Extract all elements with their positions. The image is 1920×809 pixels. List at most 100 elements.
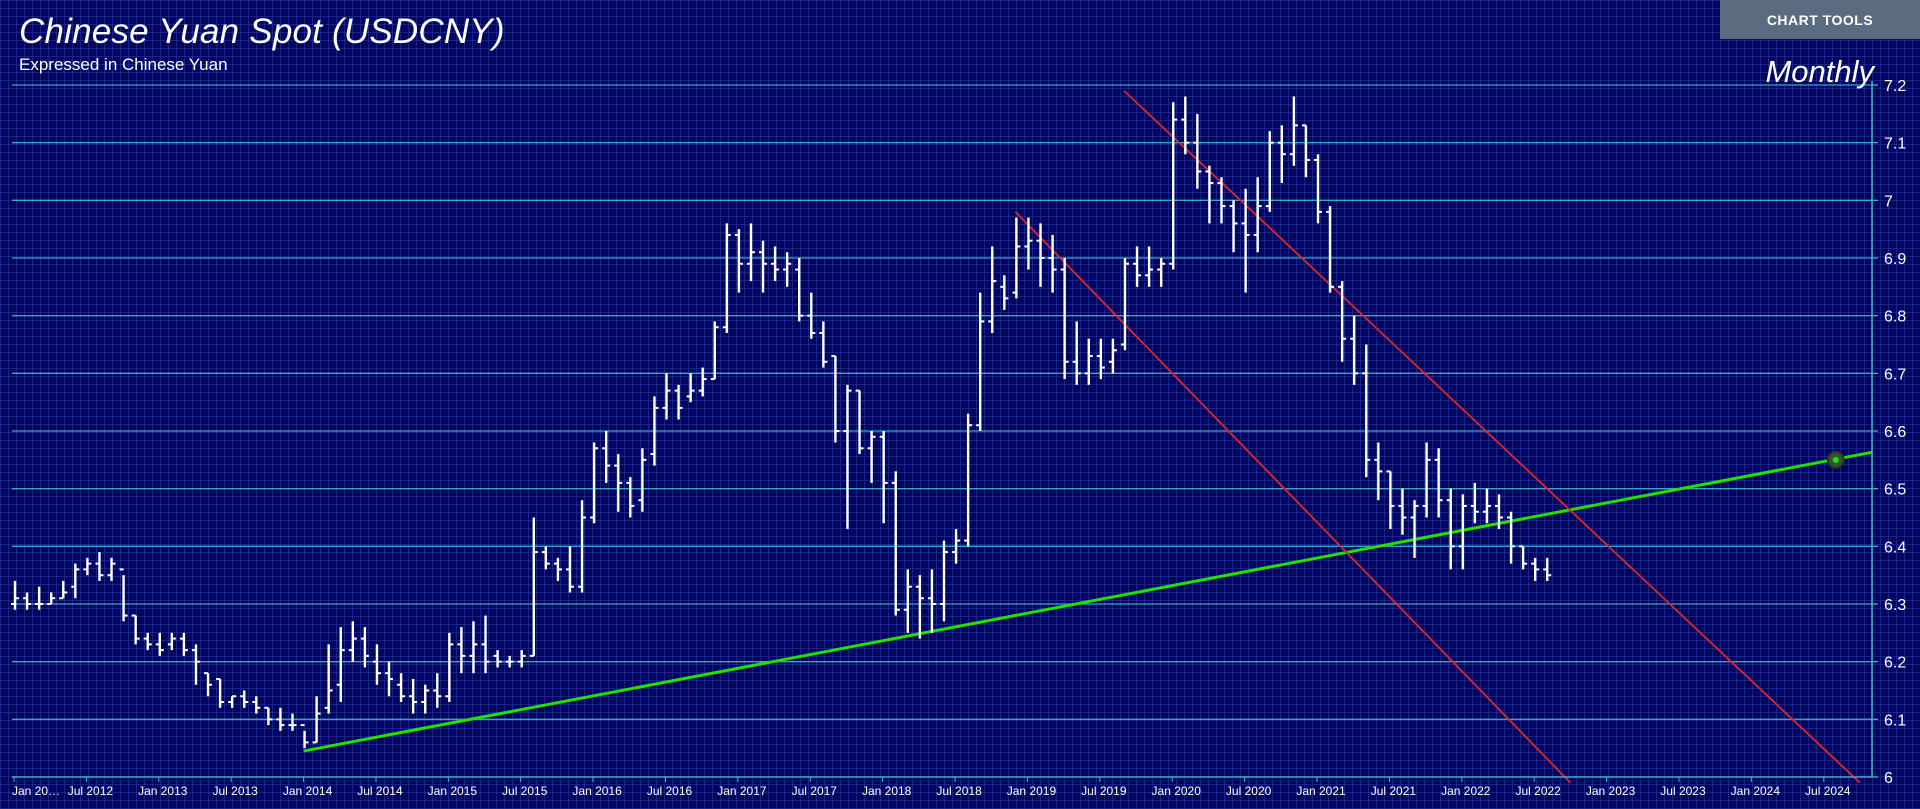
- ohlc-bar: [1217, 177, 1226, 224]
- ohlc-bar: [71, 563, 80, 599]
- ohlc-bar: [1398, 488, 1407, 535]
- x-tick-label: Jan 2014: [283, 784, 333, 798]
- ohlc-bar: [614, 454, 623, 512]
- ohlc-bar: [1494, 494, 1503, 530]
- ohlc-bar: [95, 552, 104, 581]
- x-tick-label: Jan 2022: [1441, 784, 1491, 798]
- trendline-handle-dot: [1832, 456, 1839, 463]
- ohlc-bar: [11, 580, 19, 610]
- ohlc-bar: [324, 644, 333, 714]
- ohlc-bar: [481, 615, 490, 674]
- ohlc-bar: [1145, 246, 1154, 287]
- ohlc-bar: [843, 384, 852, 530]
- ohlc-bar: [1543, 557, 1552, 581]
- ohlc-bar: [650, 396, 659, 466]
- ohlc-bar: [771, 246, 780, 282]
- x-tick-label: Jan 2015: [428, 784, 478, 798]
- ohlc-bar: [1482, 488, 1491, 524]
- x-tick-label: Jul 2018: [936, 784, 982, 798]
- ohlc-bar: [541, 546, 550, 570]
- ohlc-bar: [662, 373, 671, 420]
- ohlc-bar: [119, 568, 128, 622]
- y-tick-label: 7.1: [1884, 136, 1906, 153]
- ohlc-bar: [360, 627, 369, 668]
- chart-tools-button[interactable]: CHART TOOLS: [1720, 0, 1920, 39]
- x-tick-label: Jan 20…: [12, 784, 60, 798]
- ohlc-bar: [276, 707, 285, 731]
- ohlc-bar: [807, 292, 816, 339]
- ohlc-bar: [47, 592, 56, 605]
- ohlc-bar: [1048, 234, 1057, 293]
- y-tick-label: 6: [1884, 770, 1893, 787]
- ohlc-bar: [795, 258, 804, 322]
- ohlc-bar: [1036, 223, 1045, 287]
- ohlc-bar: [35, 586, 44, 610]
- ohlc-bar: [204, 672, 213, 697]
- ohlc-bar: [179, 632, 188, 656]
- x-tick-label: Jul 2016: [647, 784, 693, 798]
- ohlc-bar: [1470, 482, 1479, 524]
- chart-subtitle: Expressed in Chinese Yuan: [19, 55, 228, 74]
- ohlc-bar: [1507, 511, 1516, 564]
- ohlc-bar: [1350, 315, 1359, 385]
- x-tick-label: Jul 2013: [212, 784, 258, 798]
- x-tick-label: Jul 2015: [502, 784, 548, 798]
- ohlc-bar: [505, 655, 514, 668]
- ohlc-bar: [746, 223, 755, 282]
- ohlc-bar: [131, 614, 140, 645]
- y-tick-label: 6.5: [1884, 482, 1906, 499]
- x-tick-label: Jan 2024: [1731, 784, 1781, 798]
- ohlc-bar: [759, 240, 768, 293]
- trendlines: [303, 90, 1873, 784]
- chart-marker: [1826, 450, 1845, 469]
- ohlc-bar: [1193, 113, 1202, 189]
- x-tick-label: Jan 2020: [1152, 784, 1202, 798]
- y-tick-label: 6.2: [1884, 655, 1906, 672]
- ohlc-bar: [1000, 275, 1009, 310]
- x-tick-label: Jul 2020: [1226, 784, 1272, 798]
- gridlines: [12, 84, 1872, 778]
- ohlc-bar: [1157, 258, 1166, 287]
- ohlc-bar: [240, 690, 249, 708]
- x-tick-label: Jan 2018: [862, 784, 912, 798]
- ohlc-bar: [23, 592, 32, 610]
- ohlc-bar: [1326, 206, 1335, 293]
- x-tick-label: Jan 2017: [717, 784, 767, 798]
- ohlc-bar: [698, 367, 707, 397]
- ohlc-bar: [903, 569, 912, 633]
- ohlc-bar: [686, 373, 695, 403]
- ohlc-bar: [348, 621, 357, 662]
- x-tick-label: Jan 2019: [1007, 784, 1057, 798]
- y-axis: 7.2 7.1 7 6.9 6.8 6.7 6.6 6.5 6.4 6.3 6.2 6.1 6: [1871, 78, 1906, 787]
- chart-title: Chinese Yuan Spot (USDCNY): [19, 12, 505, 51]
- ohlc-bar: [264, 706, 273, 726]
- ohlc-bar: [372, 644, 381, 685]
- ohlc-bar: [590, 442, 599, 524]
- x-tick-label: Jul 2023: [1660, 784, 1706, 798]
- ohlc-bar: [336, 627, 345, 703]
- ohlc-bar: [819, 321, 828, 368]
- x-tick-label: Jul 2021: [1371, 784, 1417, 798]
- ohlc-bar: [988, 246, 997, 333]
- ohlc-bar: [940, 540, 948, 622]
- ohlc-bar: [288, 713, 297, 731]
- ohlc-bar: [143, 632, 152, 651]
- ohlc-bar: [216, 677, 225, 708]
- ohlc-bar: [445, 632, 454, 703]
- ohlc-bar: [1446, 488, 1455, 570]
- ohlc-bar: [228, 695, 237, 708]
- ohlc-bar: [1169, 102, 1178, 270]
- ohlc-bar: [107, 557, 116, 581]
- ohlc-bar: [1301, 124, 1310, 178]
- ohlc-bar: [952, 529, 961, 564]
- ohlc-bar: [1314, 154, 1323, 224]
- ohlc-bar: [1072, 321, 1081, 385]
- x-axis: Jan 20… Jul 2012 Jan 2013 Jul 2013 Jan 2014 J…: [12, 776, 1872, 798]
- ohlc-bar: [1410, 500, 1419, 558]
- trendline-support: [303, 450, 1873, 753]
- ohlc-bar: [1434, 448, 1443, 518]
- ohlc-bar: [1241, 188, 1250, 293]
- ohlc-bar: [469, 621, 478, 674]
- ohlc-bar: [976, 292, 985, 431]
